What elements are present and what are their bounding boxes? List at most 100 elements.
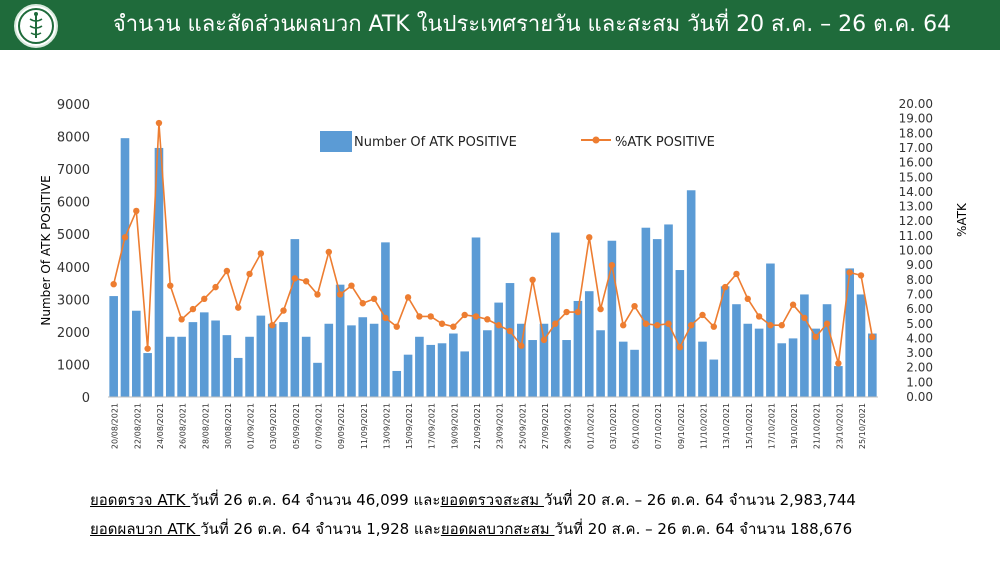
- bar: [800, 294, 809, 397]
- bar: [822, 304, 832, 397]
- bar: [426, 344, 436, 397]
- bar: [460, 351, 469, 397]
- pct-point: [235, 304, 242, 311]
- bar: [335, 284, 345, 397]
- bar: [652, 239, 662, 397]
- bar: [109, 296, 118, 397]
- bar: [369, 323, 379, 397]
- pct-point: [461, 311, 468, 319]
- bar: [686, 190, 696, 397]
- pct-point: [212, 283, 219, 291]
- pct-point: [552, 320, 559, 327]
- y2-tick-label: 0.00: [906, 390, 933, 404]
- x-tick-label: 01/10/2021: [586, 403, 595, 449]
- x-tick-label: 09/09/2021: [337, 403, 346, 449]
- y2-tick-label: 16.00: [899, 156, 933, 170]
- bar: [562, 340, 571, 397]
- x-tick-label: 22/08/2021: [133, 403, 142, 449]
- x-tick-label: 23/09/2021: [496, 403, 505, 449]
- pct-point: [495, 322, 502, 329]
- summary-test-count: ยอดตรวจ ATK วันที่ 26 ต.ค. 64 จำนวน 46,0…: [90, 488, 990, 512]
- bar: [165, 336, 175, 397]
- x-tick-label: 25/09/2021: [518, 403, 527, 449]
- pct-point: [472, 313, 480, 320]
- bar: [211, 320, 220, 397]
- pct-point: [597, 305, 604, 313]
- bar: [403, 354, 413, 397]
- bar: [358, 317, 368, 397]
- chart-legend: Number Of ATK POSITIVE %ATK POSITIVE: [320, 131, 715, 152]
- bar: [245, 336, 254, 397]
- pct-point: [155, 119, 163, 127]
- pct-point: [268, 322, 276, 329]
- pct-point: [382, 314, 389, 322]
- bar: [856, 294, 866, 397]
- y-tick-label: 9000: [57, 98, 90, 113]
- legend-line-marker: [592, 136, 600, 144]
- x-tick-label: 07/10/2021: [654, 403, 663, 449]
- bar: [267, 323, 277, 397]
- y2-tick-label: 8.00: [906, 273, 933, 287]
- bar: [675, 270, 685, 397]
- pct-point: [133, 207, 140, 215]
- x-tick-label: 21/10/2021: [813, 403, 822, 449]
- y2-tick-label: 20.00: [899, 97, 933, 111]
- y2-tick-label: 10.00: [899, 244, 933, 258]
- bar: [607, 240, 617, 397]
- bar: [596, 330, 605, 397]
- bar: [528, 340, 537, 397]
- bar: [483, 330, 492, 397]
- bar: [132, 310, 141, 397]
- x-tick-label: 26/08/2021: [179, 403, 188, 449]
- y-tick-label: 8000: [57, 131, 90, 146]
- y-axis-title: Number Of ATK POSITIVE: [39, 175, 53, 325]
- pct-point: [325, 248, 333, 256]
- y2-axis-title: %ATK: [955, 202, 969, 237]
- bar: [188, 322, 198, 397]
- pct-point: [529, 276, 536, 283]
- header-bar: จำนวน และสัดส่วนผลบวก ATK ในประเทศรายวัน…: [0, 0, 1000, 50]
- pct-point: [835, 360, 842, 367]
- atk-chart: 0 1000 2000 3000 4000 5000 6000 7000 8000 9000 0.0…: [39, 97, 969, 449]
- bar: [777, 343, 787, 397]
- chart-axes: 0 1000 2000 3000 4000 5000 6000 7000 8000 9000 0.0…: [39, 97, 969, 449]
- bar: [199, 312, 209, 397]
- x-tick-label: 07/09/2021: [314, 403, 323, 449]
- bar: [347, 325, 356, 397]
- pct-point: [280, 307, 287, 314]
- pct-point: [710, 323, 718, 330]
- pct-point: [665, 320, 672, 327]
- summary-test-cumulative: วันที่ 20 ส.ค. – 26 ต.ค. 64 จำนวน 2,983,…: [543, 491, 856, 509]
- x-tick-label: 20/08/2021: [111, 403, 120, 449]
- pct-point: [427, 313, 434, 320]
- y-tick-label: 5000: [57, 228, 90, 243]
- pct-point: [201, 295, 208, 303]
- y2-tick-label: 14.00: [899, 185, 933, 199]
- pct-point: [631, 302, 638, 310]
- bar: [539, 323, 549, 397]
- bar: [517, 323, 526, 397]
- y2-tick-label: 13.00: [899, 200, 933, 214]
- y-tick-label: 0: [82, 391, 90, 406]
- pct-point: [393, 323, 400, 330]
- x-tick-label: 19/09/2021: [450, 403, 459, 449]
- pct-point: [823, 320, 831, 327]
- bar: [788, 338, 798, 397]
- pct-point: [733, 270, 740, 278]
- bar: [868, 333, 877, 397]
- pct-point: [620, 322, 627, 329]
- bar: [720, 286, 730, 397]
- pct-point: [178, 316, 185, 323]
- pct-point: [586, 234, 593, 241]
- pct-point: [767, 322, 774, 329]
- pct-point: [506, 327, 514, 335]
- pct-point: [246, 270, 253, 278]
- bar: [120, 138, 130, 397]
- pct-point: [291, 275, 299, 282]
- x-tick-label: 15/09/2021: [405, 403, 414, 449]
- pct-point: [574, 308, 582, 316]
- bar: [732, 304, 741, 397]
- y2-tick-label: 17.00: [899, 141, 933, 155]
- summary-test-label: ยอดตรวจ ATK: [90, 491, 191, 509]
- pct-point: [484, 316, 491, 323]
